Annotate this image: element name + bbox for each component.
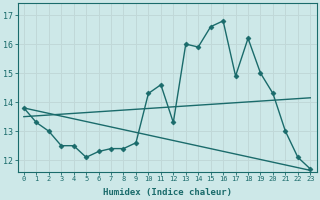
X-axis label: Humidex (Indice chaleur): Humidex (Indice chaleur) xyxy=(103,188,232,197)
